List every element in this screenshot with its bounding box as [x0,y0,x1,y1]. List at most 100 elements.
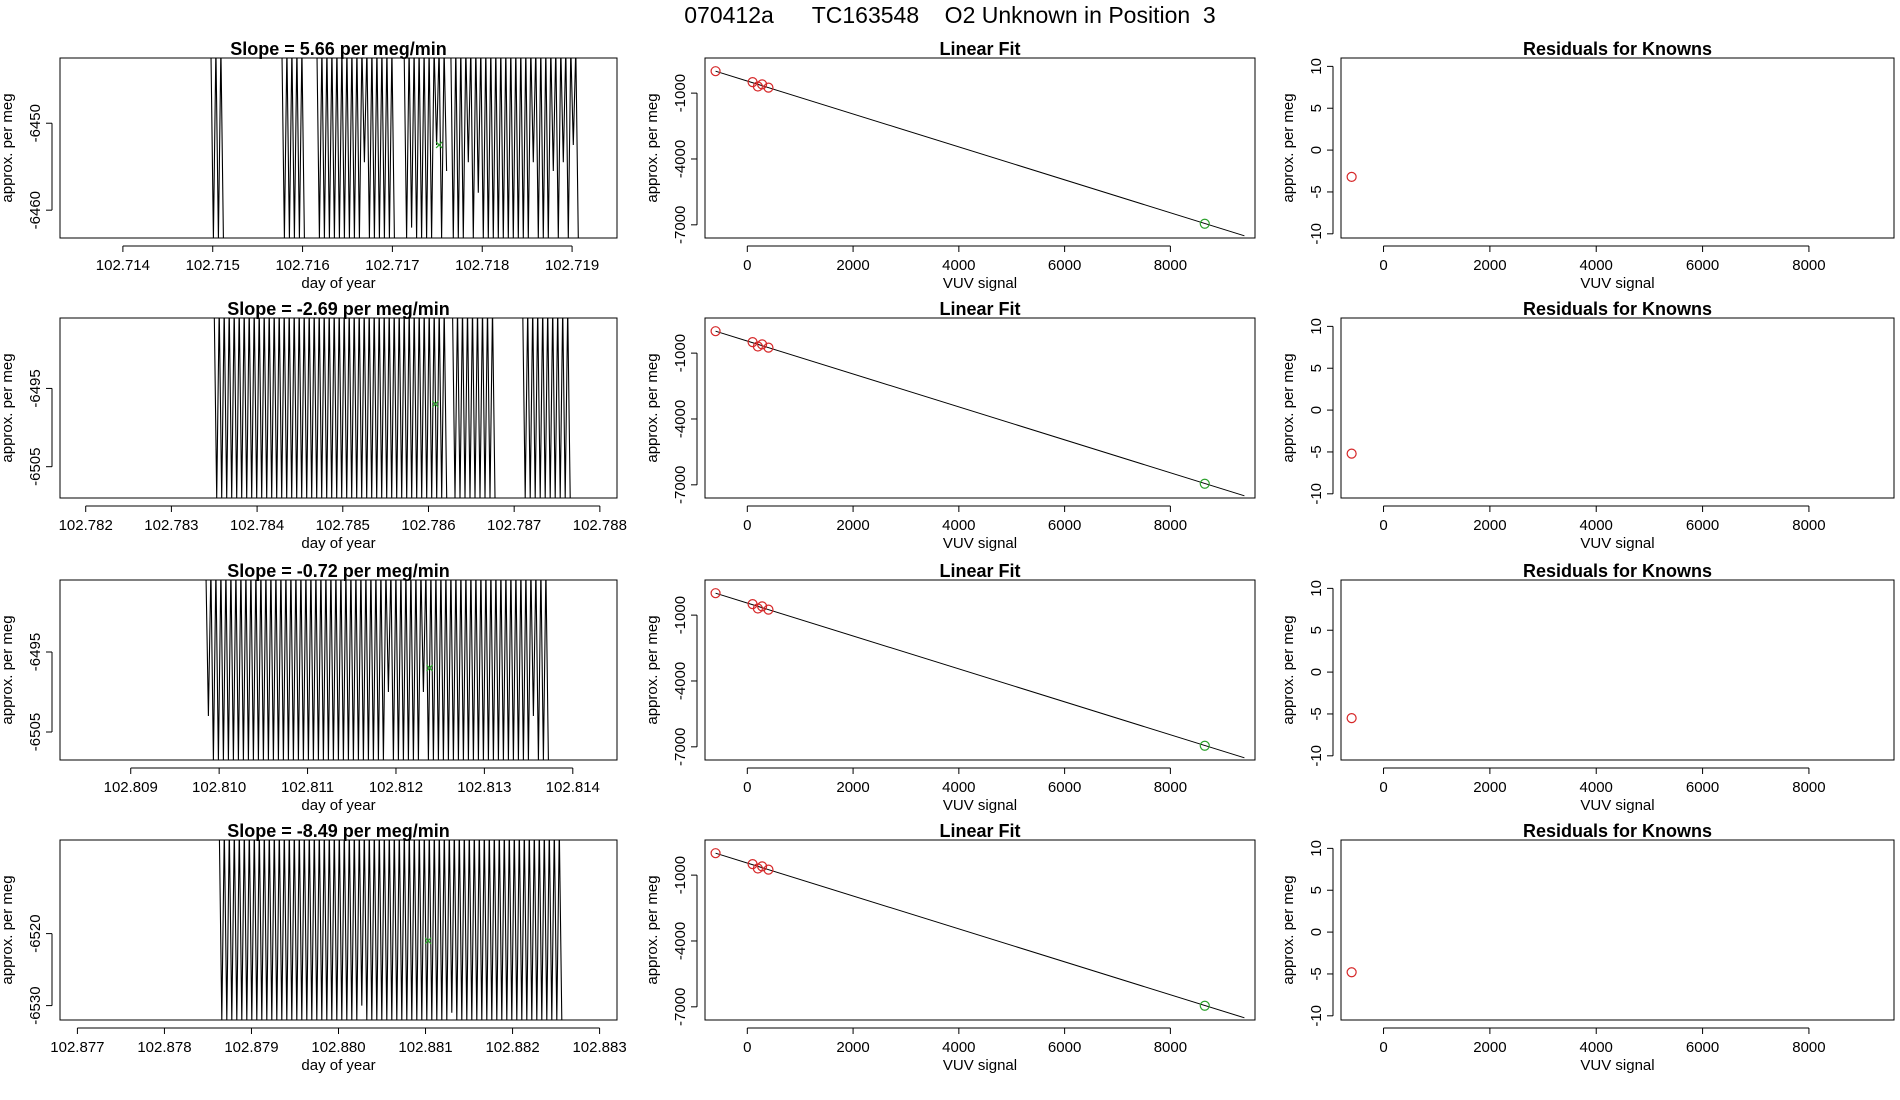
y-tick-label: 5 [1308,104,1325,112]
y-axis-label: approx. per meg [0,93,16,202]
data-layer [1346,967,1357,978]
y-tick-label: 0 [1308,668,1325,676]
y-tick-label: -6450 [27,104,44,142]
x-tick-label: 4000 [1580,1039,1613,1056]
x-tick-label: 102.813 [457,779,511,796]
x-tick-label: 0 [743,779,751,796]
data-layer [210,58,579,238]
x-tick-label: 8000 [1792,517,1825,534]
y-tick-label: -1000 [672,596,689,634]
y-axis-label: approx. per meg [1280,93,1297,202]
x-tick-label: 8000 [1154,1039,1187,1056]
x-tick-label: 102.809 [104,779,158,796]
signal-trace [213,318,571,498]
plot-frame [1340,579,1895,761]
y-tick-label: 5 [1308,626,1325,634]
known-point [710,66,721,77]
x-tick-label: 8000 [1792,257,1825,274]
x-tick-label: 4000 [942,517,975,534]
y-tick-label: -6495 [27,633,44,671]
x-tick-label: 102.881 [398,1039,452,1056]
panel-title: Slope = -8.49 per meg/min [227,821,450,841]
residual-point [1346,171,1357,182]
plot-frame [1340,317,1895,499]
y-tick-label: 10 [1308,58,1325,75]
panel-title: Residuals for Knowns [1523,299,1712,319]
fit-line [715,592,1245,759]
x-tick-label: 4000 [1580,257,1613,274]
x-tick-label: 102.883 [572,1039,626,1056]
fit-point-marker [435,141,443,149]
x-tick-label: 102.715 [186,257,240,274]
x-tick-label: 102.784 [230,517,284,534]
panel-1-2: Linear Fit 0 2000 4000 6000 8000 VUV signal -10… [644,39,1256,292]
x-axis-label: day of year [301,275,375,292]
x-axis-label: VUV signal [1580,797,1654,814]
unknown-point [1199,1000,1210,1011]
x-tick-label: 102.877 [50,1039,104,1056]
x-tick-label: 6000 [1048,779,1081,796]
panel-title: Slope = -2.69 per meg/min [227,299,450,319]
x-axis-label: VUV signal [943,1057,1017,1074]
x-tick-label: 0 [1379,517,1387,534]
x-axis-label: day of year [301,797,375,814]
x-tick-label: 102.879 [224,1039,278,1056]
x-axis-label: VUV signal [1580,1057,1654,1074]
known-point [757,339,768,350]
panel-title: Residuals for Knowns [1523,39,1712,59]
x-tick-label: 6000 [1048,257,1081,274]
x-tick-label: 4000 [942,779,975,796]
signal-trace [205,580,549,760]
data-layer [218,840,563,1020]
x-tick-label: 2000 [1473,779,1506,796]
x-tick-label: 6000 [1686,257,1719,274]
x-tick-label: 102.812 [369,779,423,796]
y-tick-label: 5 [1308,364,1325,372]
x-axis-label: VUV signal [943,275,1017,292]
y-axis-label: approx. per meg [0,615,16,724]
plot-frame [59,317,618,499]
y-tick-label: -10 [1308,223,1325,245]
x-tick-label: 102.719 [545,257,599,274]
fit-point-marker [424,937,432,945]
y-axis-label: approx. per meg [644,615,661,724]
x-tick-label: 4000 [942,257,975,274]
x-axis-label: VUV signal [943,535,1017,552]
y-tick-label: -10 [1308,745,1325,767]
plot-frame [704,317,1256,499]
signal-trace [210,58,579,238]
panel-4-3: Residuals for Knowns 0 2000 4000 6000 8000 VUV… [1280,821,1895,1074]
x-tick-label: 102.810 [192,779,246,796]
y-tick-label: -5 [1308,707,1325,720]
y-tick-label: -6505 [27,713,44,751]
x-tick-label: 8000 [1154,779,1187,796]
y-tick-label: -6520 [27,914,44,952]
y-tick-label: -4000 [672,400,689,438]
x-tick-label: 0 [1379,257,1387,274]
unknown-point [1199,478,1210,489]
y-tick-label: -1000 [672,334,689,372]
panel-2-2: Linear Fit 0 2000 4000 6000 8000 VUV signal -10… [644,299,1256,552]
x-tick-label: 102.718 [455,257,509,274]
x-tick-label: 6000 [1048,517,1081,534]
panel-3-2: Linear Fit 0 2000 4000 6000 8000 VUV signal -10… [644,561,1256,814]
data-layer [710,588,1245,759]
x-tick-label: 6000 [1686,517,1719,534]
x-axis-label: day of year [301,1057,375,1074]
x-tick-label: 8000 [1792,1039,1825,1056]
plot-frame [59,839,618,1021]
x-tick-label: 0 [1379,1039,1387,1056]
x-axis-label: VUV signal [943,797,1017,814]
data-layer [213,318,571,498]
y-tick-label: -6460 [27,191,44,229]
y-tick-label: -10 [1308,483,1325,505]
known-point [763,604,774,615]
y-tick-label: -4000 [672,922,689,960]
data-layer [1346,713,1357,724]
x-tick-label: 8000 [1792,779,1825,796]
x-tick-label: 4000 [942,1039,975,1056]
panel-title: Linear Fit [939,299,1020,319]
x-tick-label: 102.878 [137,1039,191,1056]
x-tick-label: 102.787 [487,517,541,534]
x-tick-label: 0 [743,1039,751,1056]
